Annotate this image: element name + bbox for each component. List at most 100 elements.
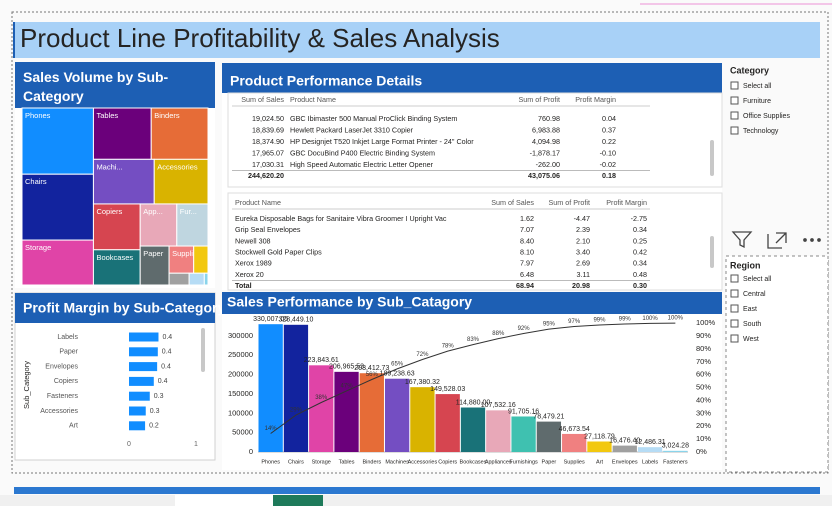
- treemap-label: Phones: [25, 111, 51, 120]
- treemap-cell: [150, 107, 209, 160]
- table-cell: Grip Seal Envelopes: [235, 225, 301, 234]
- slicer-option[interactable]: Furniture: [743, 98, 771, 105]
- y-tick-label: 0: [249, 447, 253, 456]
- table-cell: 0.22: [602, 137, 616, 146]
- x-tick-label: Appliances: [485, 459, 512, 465]
- data-label: 189,238.63: [380, 371, 415, 378]
- slicer-option[interactable]: Select all: [743, 83, 772, 90]
- margin-header: [15, 293, 215, 323]
- treemap-label: App...: [143, 207, 163, 216]
- data-label: 203,412.73: [354, 365, 389, 372]
- treemap-cell: [203, 272, 209, 286]
- treemap-cell: [168, 272, 190, 286]
- details-header: [222, 63, 722, 93]
- treemap-cell: [139, 245, 170, 286]
- table-cell: Hewlett Packard LaserJet 3310 Copier: [290, 125, 414, 134]
- x-tick-label: Furnishings: [509, 459, 538, 465]
- line-label: 72%: [416, 352, 429, 358]
- bar: [536, 421, 562, 452]
- bar: [637, 447, 663, 452]
- checkbox[interactable]: [730, 96, 739, 105]
- data-label: 223,843.61: [304, 357, 339, 364]
- bar: [129, 362, 158, 372]
- line-label: 83%: [467, 337, 480, 343]
- tab[interactable]: [175, 495, 273, 506]
- data-label: 149,528.03: [430, 386, 465, 393]
- data-label: 0.3: [150, 408, 160, 415]
- y-tick-label: 100000: [228, 408, 253, 417]
- treemap-label: Paper: [143, 249, 164, 258]
- tab-active[interactable]: [273, 495, 323, 506]
- table-cell: Eureka Disposable Bags for Sanitaire Vib…: [235, 214, 447, 223]
- more-icon[interactable]: [810, 238, 814, 242]
- treemap-cell: [21, 107, 94, 175]
- table-cell: 2.39: [576, 225, 590, 234]
- filter-icon[interactable]: [731, 231, 753, 249]
- title-band: [14, 22, 820, 58]
- y-tick-label: Envelopes: [45, 363, 78, 370]
- data-label: 0.4: [161, 363, 171, 370]
- table-cell: 0.04: [602, 114, 616, 123]
- treemap-label: Copiers: [96, 207, 122, 216]
- y2-tick-label: 20%: [696, 421, 711, 430]
- treemap-cell: [92, 249, 141, 286]
- treemap-label: Bookcases: [96, 253, 133, 262]
- y2-tick-label: 70%: [696, 357, 711, 366]
- slicer-option[interactable]: Office Supplies: [743, 113, 790, 120]
- table-cell: Xerox 20: [235, 270, 264, 279]
- data-label: 328,449.10: [278, 317, 313, 324]
- table-cell: 7.07: [520, 225, 534, 234]
- bar: [435, 394, 460, 452]
- slicer-option[interactable]: South: [743, 321, 761, 328]
- line-label: 97%: [568, 319, 581, 325]
- bar: [129, 332, 159, 342]
- data-label: 167,380.32: [405, 379, 440, 386]
- y2-tick-label: 60%: [696, 370, 711, 379]
- y-tick-label: 300000: [228, 331, 253, 340]
- more-icon[interactable]: [817, 238, 821, 242]
- x-tick-label: Bookcases: [460, 459, 487, 465]
- bar: [562, 433, 587, 452]
- table-cell: 17,030.31: [252, 160, 284, 169]
- bar: [587, 441, 612, 452]
- x-tick-label: Storage: [312, 459, 331, 465]
- total-cell: 68.94: [516, 281, 534, 290]
- visual-icons: [731, 231, 821, 249]
- table-cell: HP Designjet T520 Inkjet Large Format Pr…: [290, 137, 474, 146]
- sales-header: [222, 292, 722, 314]
- x-tick-label: Fasteners: [663, 459, 688, 465]
- column-header: Sum of Profit: [548, 198, 590, 207]
- data-label: 46,673.54: [559, 426, 590, 433]
- slicer-option[interactable]: Central: [743, 291, 766, 298]
- slicer-option[interactable]: Select all: [743, 276, 772, 283]
- checkbox[interactable]: [730, 111, 739, 120]
- y2-tick-label: 10%: [696, 434, 711, 443]
- slicer-option[interactable]: West: [743, 336, 759, 343]
- table-cell: -2.75: [631, 214, 647, 223]
- checkbox[interactable]: [730, 81, 739, 90]
- data-label: 3,024.28: [662, 443, 689, 450]
- checkbox[interactable]: [730, 274, 739, 283]
- bar: [129, 376, 154, 386]
- checkbox[interactable]: [730, 289, 739, 298]
- table-cell: 0.34: [633, 259, 647, 268]
- slicer-option[interactable]: East: [743, 306, 757, 313]
- line-label: 38%: [315, 395, 328, 401]
- bar: [359, 373, 384, 452]
- line-label: 56%: [366, 372, 379, 378]
- table-cell: 6,983.88: [532, 125, 560, 134]
- more-icon[interactable]: [803, 238, 807, 242]
- checkbox[interactable]: [730, 319, 739, 328]
- checkbox[interactable]: [730, 334, 739, 343]
- bar: [334, 371, 359, 452]
- scrollbar: [710, 140, 714, 176]
- focus-icon[interactable]: [767, 232, 787, 249]
- checkbox[interactable]: [730, 304, 739, 313]
- data-label: 0.2: [149, 423, 159, 430]
- y-tick-label: Paper: [59, 349, 78, 356]
- slicer-option[interactable]: Technology: [743, 128, 779, 135]
- treemap-header: [15, 62, 215, 108]
- table-cell: -1,878.17: [530, 148, 560, 157]
- total-cell: 20.98: [572, 281, 590, 290]
- checkbox[interactable]: [730, 126, 739, 135]
